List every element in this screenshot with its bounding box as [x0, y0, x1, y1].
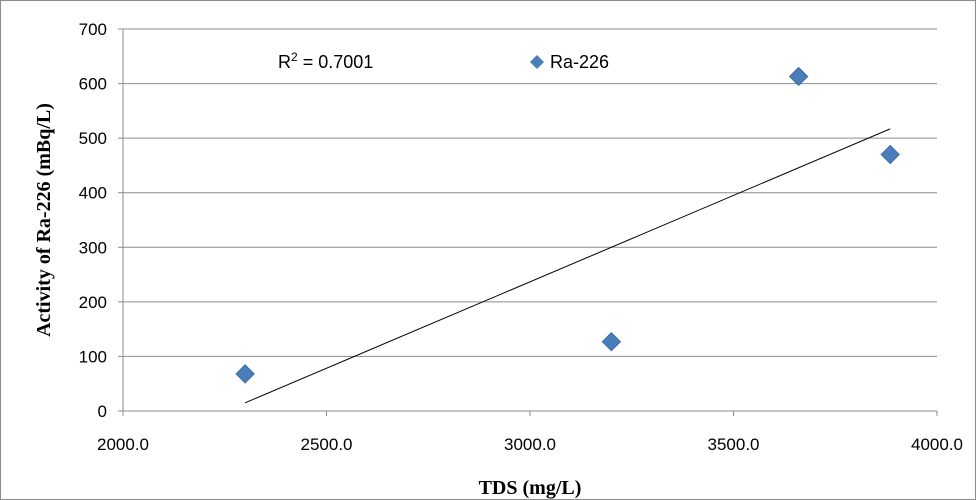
- x-tick-label-2500: 2500.0: [301, 435, 353, 454]
- x-tick-label-3000: 3000.0: [504, 435, 556, 454]
- legend-label-ra-226: Ra-226: [550, 52, 609, 72]
- y-tick-label-100: 100: [79, 347, 107, 366]
- data-point-3: [788, 66, 809, 87]
- data-point-1: [235, 364, 255, 384]
- y-tick-label-600: 600: [79, 75, 107, 94]
- y-tick-label-0: 0: [98, 402, 107, 421]
- y-tick-label-700: 700: [79, 20, 107, 39]
- x-tick-label-4000: 4000.0: [911, 435, 963, 454]
- y-tick-label-400: 400: [79, 184, 107, 203]
- gridlines: [123, 28, 937, 357]
- linear-trendline: [244, 128, 891, 404]
- x-tick-label-2000: 2000.0: [97, 435, 149, 454]
- data-point-4: [880, 144, 900, 165]
- axes: [118, 28, 938, 416]
- x-tick-label-3500: 3500.0: [708, 435, 760, 454]
- data-points: [235, 66, 900, 384]
- y-tick-label-300: 300: [79, 238, 107, 257]
- y-tick-label-200: 200: [79, 293, 107, 312]
- r-squared-annotation: R2 = 0.7001: [278, 50, 373, 72]
- x-axis-title: TDS (mg/L): [479, 477, 582, 499]
- trendline-layer: [244, 128, 891, 404]
- y-tick-label-500: 500: [79, 129, 107, 148]
- legend: Ra-226: [530, 52, 609, 72]
- y-axis-title: Activity of Ra-226 (mBq/L): [33, 103, 55, 337]
- legend-marker-ra-226: [530, 55, 544, 69]
- data-point-2: [601, 331, 622, 352]
- x-tick-labels: 2000.0 2500.0 3000.0 3500.0 4000.0: [97, 435, 963, 454]
- y-tick-labels: 0 100 200 300 400 500 600 700: [79, 20, 107, 421]
